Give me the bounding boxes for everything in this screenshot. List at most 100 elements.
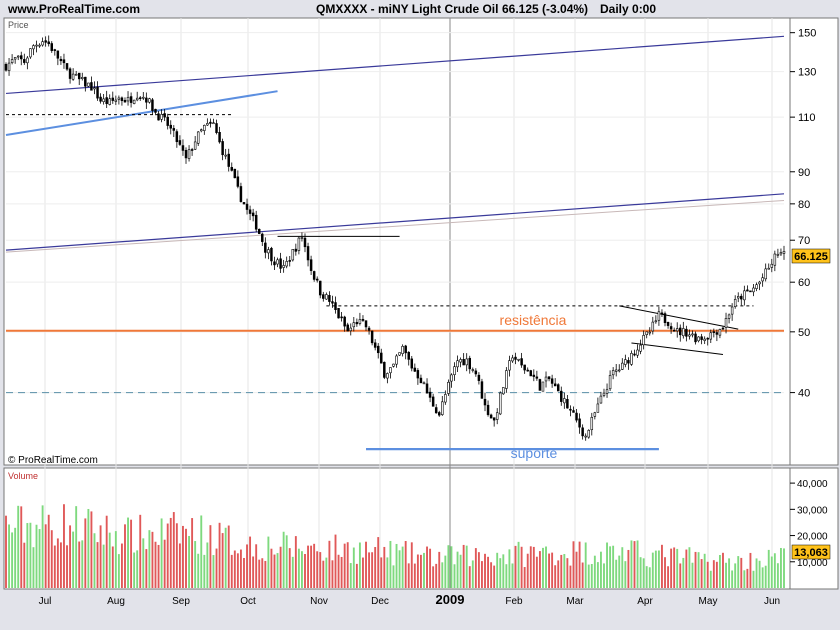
chart-header: www.ProRealTime.com QMXXXX - miNY Light … (0, 0, 840, 18)
candle (364, 320, 368, 328)
candle (81, 77, 84, 79)
volume-bar (157, 544, 160, 588)
volume-bar (301, 551, 303, 588)
volume-bar (102, 544, 105, 588)
price-tick-label: 80 (798, 199, 810, 211)
volume-bar (712, 560, 715, 588)
volume-bar (636, 540, 639, 588)
volume-bar (453, 564, 456, 588)
candle (343, 316, 346, 327)
volume-bar (294, 536, 297, 588)
volume-bar (203, 554, 206, 588)
candle (523, 364, 526, 371)
volume-bar (383, 546, 386, 588)
volume-bar (416, 554, 419, 588)
candle (599, 395, 603, 404)
candle (593, 412, 597, 417)
volume-bar (325, 557, 328, 588)
candle (203, 125, 206, 131)
candle (621, 362, 624, 370)
candle (508, 360, 511, 371)
volume-bar (304, 554, 306, 588)
volume-bar (93, 533, 96, 588)
candle (337, 308, 340, 319)
volume-bar (728, 558, 731, 588)
volume-bar (72, 531, 75, 588)
last-volume-value: 13,063 (794, 547, 828, 559)
candle (740, 295, 743, 300)
candle (517, 358, 520, 361)
candle (746, 289, 749, 292)
candle (749, 290, 752, 293)
volume-bar (569, 565, 572, 588)
candle (489, 414, 493, 419)
volume-bar (47, 514, 50, 588)
volume-bar (145, 549, 148, 588)
candle (718, 329, 722, 336)
volume-bar (703, 553, 706, 588)
candle (743, 290, 746, 301)
candle (346, 324, 349, 332)
volume-bar (627, 549, 630, 588)
price-tick-label: 50 (798, 327, 810, 339)
volume-bar (462, 544, 465, 588)
candle (462, 359, 465, 366)
candle (309, 259, 313, 271)
candle (340, 316, 343, 319)
candle (434, 407, 438, 414)
volume-bar (386, 557, 389, 588)
volume-bar (114, 531, 117, 588)
candle (660, 312, 664, 315)
volume-bar (664, 557, 666, 588)
candle (556, 384, 560, 392)
volume-bar (188, 535, 191, 588)
volume-bar (563, 554, 566, 588)
candle (196, 131, 200, 144)
candle (590, 417, 594, 431)
volume-bar (538, 551, 541, 588)
support-label: suporte (511, 445, 558, 461)
volume-bar (160, 518, 163, 588)
volume-bar (105, 515, 108, 588)
volume-bar (438, 551, 441, 588)
volume-bar (413, 563, 416, 588)
volume-bar (182, 525, 184, 588)
candle (276, 259, 279, 265)
volume-bar (191, 518, 194, 588)
volume-bar (23, 542, 26, 588)
candle (575, 412, 578, 421)
candle (126, 96, 130, 102)
volume-bar (365, 541, 367, 588)
candle (483, 398, 487, 406)
candle (584, 435, 587, 438)
volume-bar (499, 558, 502, 588)
candle (96, 86, 99, 99)
candle (511, 357, 514, 362)
candle (352, 322, 356, 328)
volume-bar (737, 556, 740, 588)
volume-bar (246, 544, 248, 588)
candle (322, 294, 325, 299)
candle (218, 131, 221, 143)
volume-bar (410, 542, 413, 588)
site-name[interactable]: www.ProRealTime.com (8, 2, 141, 16)
volume-bar (532, 546, 535, 588)
volume-bar (474, 548, 477, 588)
price-tick-label: 90 (798, 167, 810, 179)
candle (279, 258, 282, 269)
volume-bar (401, 546, 404, 588)
candle (178, 140, 182, 145)
x-tick-label: May (699, 596, 718, 607)
candle (227, 153, 230, 167)
volume-bar (41, 505, 44, 588)
volume-bar (124, 524, 126, 588)
volume-bar (642, 558, 645, 588)
candle (53, 49, 57, 51)
volume-bar (307, 545, 309, 588)
volume-bar (593, 555, 596, 588)
candle (486, 404, 490, 415)
volume-tick-label: 30,000 (797, 505, 828, 516)
volume-bar (261, 558, 264, 588)
candle (450, 374, 453, 382)
candle (581, 427, 584, 437)
